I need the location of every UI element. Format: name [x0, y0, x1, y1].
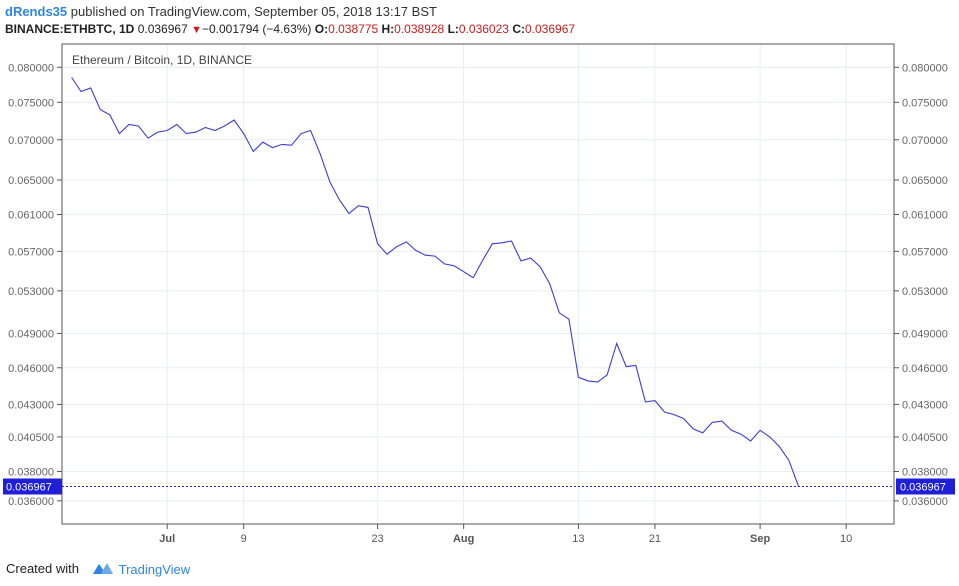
- last-price-badge-right: [896, 478, 955, 495]
- y-tick-label: 0.057000: [8, 246, 54, 258]
- y-axis-right: 0.080000 0.075000 0.070000 0.065000 0.061000…: [894, 62, 948, 508]
- series-group: [71, 77, 799, 487]
- open-value: 0.038775: [328, 22, 379, 36]
- y-tick-label: 0.049000: [902, 328, 948, 340]
- footer: Created with TradingView: [6, 560, 190, 579]
- y-tick-label: 0.070000: [902, 135, 948, 147]
- chart-area[interactable]: Ethereum / Bitcoin, 1D, BINANCE 0.080000…: [0, 40, 959, 552]
- y-tick-label: 0.043000: [902, 399, 948, 411]
- chart-grid: [62, 44, 894, 524]
- y-tick-label: 0.046000: [8, 363, 54, 375]
- y-tick-label: 0.036000: [8, 496, 54, 508]
- down-triangle-icon: ▼: [191, 24, 202, 36]
- y-tick-label: 0.053000: [902, 286, 948, 298]
- y-tick-label: 0.070000: [8, 135, 54, 147]
- y-axis-left: 0.080000 0.075000 0.070000 0.065000 0.061000…: [8, 62, 62, 508]
- price-line: [71, 77, 799, 487]
- y-tick-label: 0.040500: [8, 432, 54, 444]
- low-label: L:: [447, 22, 459, 36]
- y-tick-label: 0.080000: [8, 62, 54, 74]
- y-tick-label: 0.049000: [8, 328, 54, 340]
- x-tick-label: Aug: [453, 533, 474, 545]
- tradingview-link[interactable]: TradingView: [118, 562, 191, 577]
- y-tick-label: 0.040500: [902, 432, 948, 444]
- price-chart[interactable]: Ethereum / Bitcoin, 1D, BINANCE 0.080000…: [0, 40, 959, 552]
- y-tick-label: 0.080000: [902, 62, 948, 74]
- last-price: 0.036967: [137, 22, 188, 36]
- x-tick-label: 23: [371, 533, 383, 545]
- y-tick-label: 0.075000: [902, 97, 948, 109]
- x-tick-label: 13: [572, 533, 584, 545]
- y-tick-label: 0.065000: [902, 175, 948, 187]
- symbol-label: BINANCE:ETHBTC, 1D: [5, 22, 135, 36]
- y-tick-label: 0.075000: [8, 97, 54, 109]
- y-tick-label: 0.043000: [8, 399, 54, 411]
- created-with-text: Created with: [6, 560, 79, 576]
- last-price-badge-left: [3, 478, 62, 495]
- y-tick-label: 0.036000: [902, 496, 948, 508]
- chart-title: Ethereum / Bitcoin, 1D, BINANCE: [72, 53, 252, 67]
- price-change: −0.001794 (−4.63%): [201, 22, 312, 36]
- ohlc-legend: BINANCE:ETHBTC, 1D 0.036967 ▼−0.001794 (…: [5, 22, 575, 36]
- high-label: H:: [381, 22, 395, 36]
- high-value: 0.038928: [394, 22, 445, 36]
- close-label: C:: [512, 22, 525, 36]
- author-username[interactable]: dRends35: [5, 4, 68, 19]
- x-axis: Jul 9 23 Aug 13 21 Sep 10: [159, 524, 852, 545]
- x-tick-label: Jul: [159, 533, 175, 545]
- published-text: published on TradingView.com, September …: [70, 4, 437, 19]
- y-tick-label: 0.061000: [8, 210, 54, 222]
- tradingview-logo-icon[interactable]: [91, 560, 115, 579]
- x-tick-label: 21: [649, 533, 661, 545]
- x-tick-label: 9: [241, 533, 247, 545]
- plot-frame: [61, 43, 895, 525]
- y-tick-label: 0.057000: [902, 246, 948, 258]
- last-price-label-left: 0.036967: [6, 481, 52, 493]
- y-tick-label: 0.038000: [8, 467, 54, 479]
- low-value: 0.036023: [458, 22, 509, 36]
- y-tick-label: 0.053000: [8, 286, 54, 298]
- open-label: O:: [314, 22, 329, 36]
- publish-info: dRends35 published on TradingView.com, S…: [5, 4, 437, 19]
- y-tick-label: 0.061000: [902, 210, 948, 222]
- y-tick-label: 0.046000: [902, 363, 948, 375]
- close-value: 0.036967: [524, 22, 576, 36]
- y-tick-label: 0.038000: [902, 467, 948, 479]
- last-price-marker: 0.036967 0.036967: [3, 478, 955, 495]
- x-tick-label: Sep: [750, 533, 770, 545]
- y-tick-label: 0.065000: [8, 175, 54, 187]
- last-price-label-right: 0.036967: [900, 481, 946, 493]
- x-tick-label: 10: [840, 533, 852, 545]
